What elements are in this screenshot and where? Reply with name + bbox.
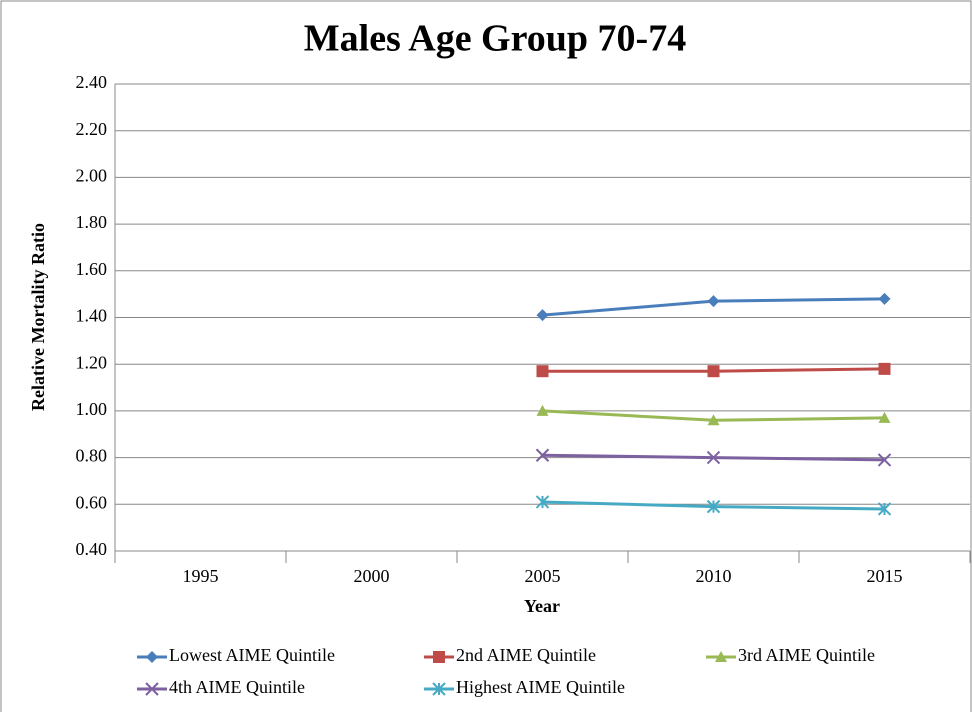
y-tick-label: 1.80	[76, 212, 108, 232]
x-tick-label: 2010	[696, 566, 732, 586]
legend-marker	[432, 682, 446, 696]
data-point	[877, 453, 892, 467]
legend-label: 4th AIME Quintile	[169, 677, 305, 697]
x-tick-label: 2000	[354, 566, 390, 586]
y-tick-label: 0.60	[76, 492, 108, 512]
y-tick-label: 2.00	[76, 166, 108, 186]
y-tick-label: 1.60	[76, 259, 108, 279]
data-point	[878, 411, 891, 423]
legend-label: 3rd AIME Quintile	[738, 645, 875, 665]
legend-label: Lowest AIME Quintile	[169, 645, 335, 665]
x-tick-label: 2005	[525, 566, 561, 586]
data-point	[535, 495, 550, 509]
y-tick-label: 2.20	[76, 119, 108, 139]
legend-marker	[433, 651, 445, 663]
x-axis-label: Year	[524, 596, 560, 616]
legend-marker	[145, 682, 159, 696]
data-point	[706, 450, 721, 465]
data-point	[536, 404, 549, 416]
chart-title: Males Age Group 70-74	[304, 18, 686, 60]
data-point	[707, 365, 720, 378]
data-point	[877, 502, 892, 516]
legend-label: 2nd AIME Quintile	[456, 645, 596, 665]
data-point	[707, 414, 720, 426]
data-point	[536, 365, 549, 378]
x-tick-label: 2015	[867, 566, 903, 586]
y-tick-label: 2.40	[76, 72, 108, 92]
data-point	[706, 499, 721, 514]
legend-label: Highest AIME Quintile	[456, 677, 625, 697]
y-tick-label: 1.40	[76, 306, 108, 326]
y-tick-label: 1.20	[76, 352, 108, 372]
data-point	[536, 309, 549, 322]
data-point	[707, 295, 720, 308]
legend-marker	[146, 651, 158, 663]
data-point	[878, 362, 891, 375]
y-axis-label: Relative Mortality Ratio	[28, 223, 48, 411]
data-point	[878, 292, 891, 305]
y-tick-label: 1.00	[76, 399, 108, 419]
y-tick-label: 0.40	[76, 539, 108, 559]
y-tick-label: 0.80	[76, 446, 108, 466]
data-point	[535, 448, 550, 462]
x-tick-label: 1995	[183, 566, 219, 586]
legend-marker	[715, 651, 727, 662]
